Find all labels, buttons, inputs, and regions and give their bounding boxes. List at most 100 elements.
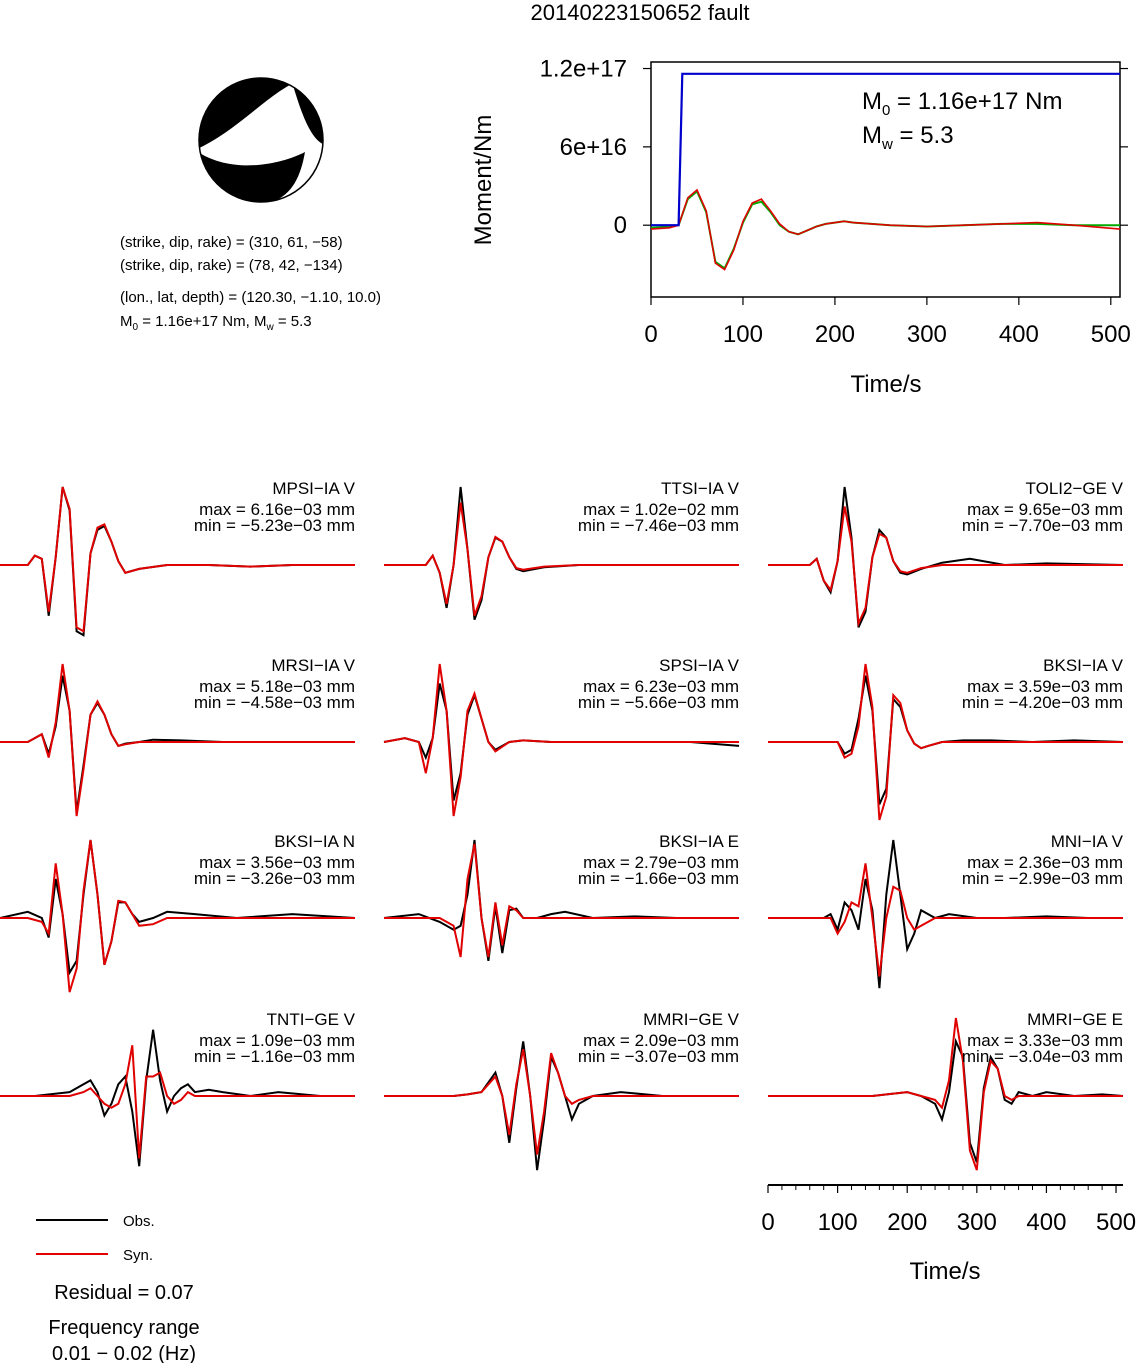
stf-red-line (650, 188, 1121, 271)
moment-plot-frame (650, 61, 1121, 298)
beachball-diagram (198, 77, 324, 203)
legend-syn-label: Syn. (123, 1247, 153, 1264)
waveform-station-name: MNI−IA V (1051, 832, 1124, 851)
moment-xtick-label: 0 (644, 321, 657, 348)
moment-series (650, 72, 1121, 271)
waveform-max-label: max = 2.79e−03 mm (583, 853, 739, 872)
frequency-range-label: Frequency range (48, 1317, 199, 1339)
waveform-syn-line (0, 1045, 355, 1159)
waveform-syn-line (768, 506, 1123, 628)
moment-xaxis: 0 100 200 300 400 500 (644, 297, 1131, 348)
legend-obs-label: Obs. (123, 1213, 155, 1230)
waveform-station-name: MMRI−GE V (643, 1010, 740, 1029)
mechanism-info: (strike, dip, rake) = (310, 61, −58) (st… (120, 234, 381, 333)
residual-text: Residual = 0.07 (54, 1282, 194, 1304)
moment-ytick-label: 1.2e+17 (540, 56, 627, 83)
moment-xlabel: Time/s (850, 371, 921, 398)
waveform-max-label: max = 6.23e−03 mm (583, 677, 739, 696)
waveform-xtick-label: 500 (1096, 1209, 1136, 1236)
waveform-max-label: max = 6.16e−03 mm (199, 500, 355, 519)
figure-title: 20140223150652 fault (531, 0, 750, 25)
waveform-xtick-label: 300 (957, 1209, 997, 1236)
waveform-station-name: MRSI−IA V (271, 656, 355, 675)
waveform-min-label: min = −5.23e−03 mm (194, 516, 355, 535)
waveform-xtick-label: 0 (761, 1209, 774, 1236)
waveform-obs-line (0, 1029, 355, 1167)
waveform-min-label: min = −1.16e−03 mm (194, 1047, 355, 1066)
waveform-obs-line (768, 675, 1124, 805)
waveform-station-name: TTSI−IA V (661, 479, 740, 498)
waveform-station-name: BKSI−IA V (1043, 656, 1124, 675)
waveform-max-label: max = 2.36e−03 mm (967, 853, 1123, 872)
waveform-obs-line (383, 839, 739, 962)
waveform-min-label: min = −4.20e−03 mm (962, 693, 1123, 712)
moment-ylabel: Moment/Nm (470, 115, 497, 246)
waveform-min-label: min = −3.04e−03 mm (962, 1047, 1123, 1066)
waveform-syn-line (383, 663, 739, 817)
moment-annotation-mw: Mw = 5.3 (862, 122, 954, 153)
waveform-min-label: min = −2.99e−03 mm (962, 869, 1123, 888)
moment-xtick-label: 500 (1091, 321, 1131, 348)
waveform-xtick-label: 400 (1026, 1209, 1066, 1236)
stf-green-line (650, 189, 1120, 270)
moment-xtick-label: 400 (999, 321, 1039, 348)
waveform-syn-line (0, 839, 355, 993)
waveform-station-name: TOLI2−GE V (1026, 479, 1124, 498)
waveform-syn-line (0, 663, 355, 817)
waveform-max-label: max = 3.59e−03 mm (967, 677, 1123, 696)
moment-xtick-label: 300 (907, 321, 947, 348)
waveform-time-axis: Time/s 0 100 200 300 400 500 (761, 1184, 1136, 1285)
waveform-min-label: min = −3.26e−03 mm (194, 869, 355, 888)
moment-xtick-label: 200 (815, 321, 855, 348)
waveform-max-label: max = 2.09e−03 mm (583, 1031, 739, 1050)
waveform-xtick-label: 200 (887, 1209, 927, 1236)
mechanism-location: (lon., lat, depth) = (120.30, −1.10, 10.… (120, 289, 381, 306)
waveform-syn-line (768, 863, 1123, 977)
waveform-max-label: max = 5.18e−03 mm (199, 677, 355, 696)
waveform-station-name: SPSI−IA V (659, 656, 740, 675)
waveform-max-label: max = 3.33e−03 mm (967, 1031, 1123, 1050)
legend: Obs. Syn. (36, 1213, 155, 1264)
waveform-syn-line (768, 663, 1123, 821)
waveform-min-label: min = −5.66e−03 mm (578, 693, 739, 712)
waveform-station-name: TNTI−GE V (267, 1010, 356, 1029)
waveform-syn-line (0, 486, 355, 633)
waveform-max-label: max = 9.65e−03 mm (967, 500, 1123, 519)
mechanism-magnitude: M0 = 1.16e+17 Nm, Mw = 5.3 (120, 313, 312, 333)
moment-line (651, 72, 1120, 227)
mechanism-plane1: (strike, dip, rake) = (310, 61, −58) (120, 234, 343, 251)
waveform-max-label: max = 3.56e−03 mm (199, 853, 355, 872)
waveform-min-label: min = −7.46e−03 mm (578, 516, 739, 535)
waveform-station-name: BKSI−IA E (659, 832, 739, 851)
waveform-min-label: min = −1.66e−03 mm (578, 869, 739, 888)
moment-plot: 0 100 200 300 400 500 0 6e+16 1.2e+17 Time/s Mo… (470, 56, 1131, 398)
waveform-syn-line (384, 843, 739, 958)
waveform-syn-line (384, 1049, 739, 1155)
waveform-station-name: MMRI−GE E (1027, 1010, 1123, 1029)
waveform-station-name: MPSI−IA V (272, 479, 355, 498)
mechanism-plane2: (strike, dip, rake) = (78, 42, −134) (120, 257, 343, 274)
waveform-max-label: max = 1.09e−03 mm (199, 1031, 355, 1050)
moment-ytick-label: 0 (614, 212, 627, 239)
waveform-min-label: min = −7.70e−03 mm (962, 516, 1123, 535)
frequency-range-value: 0.01 − 0.02 (Hz) (52, 1343, 196, 1363)
waveform-min-label: min = −4.58e−03 mm (194, 693, 355, 712)
moment-annotation-m0: M0 = 1.16e+17 Nm (862, 88, 1062, 119)
waveform-station-name: BKSI−IA N (274, 832, 355, 851)
moment-ytick-label: 6e+16 (560, 134, 627, 161)
waveform-xtick-label: 100 (818, 1209, 858, 1236)
waveform-syn-line (384, 502, 739, 617)
waveform-time-xlabel: Time/s (909, 1258, 980, 1285)
